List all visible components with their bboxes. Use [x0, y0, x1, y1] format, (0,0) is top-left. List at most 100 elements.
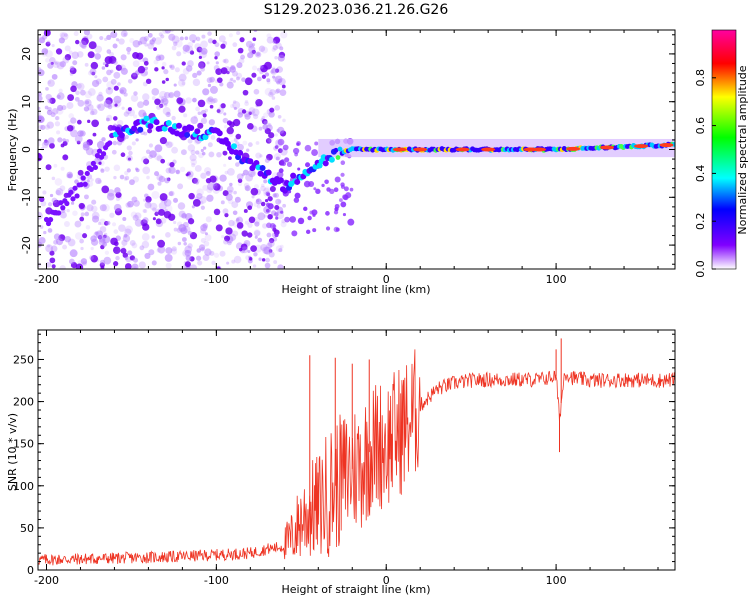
noise-speckle — [264, 158, 270, 163]
noise-speckle — [125, 225, 133, 234]
noise-speckle — [192, 97, 197, 103]
noise-speckle — [269, 185, 276, 192]
noise-speckle — [188, 192, 195, 200]
noise-speckle — [47, 106, 52, 112]
noise-speckle — [91, 215, 100, 223]
noise-speckle — [230, 77, 234, 81]
ridge-point — [43, 216, 50, 223]
noise-speckle — [228, 33, 233, 38]
noise-speckle — [220, 103, 226, 109]
noise-speckle — [223, 163, 227, 167]
noise-speckle — [195, 181, 199, 185]
noise-speckle — [84, 194, 89, 200]
noise-speckle — [151, 190, 160, 199]
noise-speckle — [242, 140, 248, 146]
ridge-point — [294, 178, 301, 185]
noise-speckle — [241, 173, 245, 177]
ridge-point — [333, 147, 339, 153]
noise-speckle — [198, 244, 206, 251]
noise-speckle — [99, 259, 106, 266]
noise-speckle — [186, 170, 194, 178]
y-tick-label: 100 — [13, 480, 34, 493]
noise-speckle — [137, 101, 145, 109]
noise-speckle — [258, 45, 266, 52]
noise-speckle — [185, 97, 192, 104]
noise-speckle — [100, 168, 105, 173]
noise-speckle — [171, 246, 177, 252]
noise-speckle — [236, 217, 240, 222]
noise-speckle — [224, 170, 229, 175]
noise-speckle — [241, 246, 249, 254]
noise-speckle — [216, 109, 221, 113]
noise-speckle — [131, 263, 139, 269]
ridge-point — [265, 169, 272, 176]
noise-speckle — [250, 245, 257, 252]
noise-speckle — [80, 212, 85, 217]
noise-speckle — [165, 141, 173, 149]
ridge-point — [88, 166, 94, 173]
noise-speckle — [263, 120, 268, 125]
noise-speckle — [153, 47, 157, 52]
noise-speckle — [76, 51, 84, 58]
noise-speckle — [160, 217, 167, 224]
noise-speckle — [173, 227, 178, 232]
noise-speckle — [127, 107, 132, 112]
noise-speckle — [231, 201, 239, 209]
noise-speckle — [79, 238, 84, 244]
noise-speckle — [102, 76, 109, 83]
noise-speckle — [91, 79, 100, 88]
noise-speckle — [99, 218, 107, 226]
noise-speckle — [237, 143, 244, 151]
noise-speckle — [187, 138, 193, 144]
noise-speckle — [151, 37, 157, 42]
noise-speckle — [274, 105, 281, 111]
noise-speckle — [70, 117, 77, 124]
noise-speckle — [200, 40, 208, 49]
noise-speckle — [99, 204, 107, 212]
noise-speckle — [268, 237, 275, 244]
noise-speckle — [189, 154, 197, 162]
x-tick-label: 100 — [546, 574, 567, 587]
noise-speckle — [245, 255, 251, 261]
noise-speckle — [232, 79, 236, 83]
noise-speckle — [131, 141, 136, 146]
noise-speckle — [128, 150, 133, 156]
noise-speckle — [47, 98, 53, 104]
ridge-point — [118, 132, 125, 139]
noise-speckle — [126, 145, 132, 151]
noise-speckle — [132, 60, 140, 68]
snr-xlabel: Height of straight line (km) — [281, 583, 430, 596]
noise-speckle — [55, 48, 63, 55]
noise-speckle — [89, 110, 95, 116]
noise-speckle — [190, 158, 198, 166]
ridge-point — [237, 149, 244, 156]
noise-speckle — [173, 90, 181, 98]
noise-speckle — [270, 70, 274, 74]
noise-speckle — [223, 125, 228, 129]
noise-speckle — [266, 80, 271, 85]
noise-speckle — [171, 115, 176, 121]
noise-speckle — [196, 188, 204, 196]
noise-speckle — [56, 107, 64, 115]
noise-speckle — [253, 88, 260, 95]
y-tick-label: 0 — [27, 564, 34, 577]
hot-spot — [600, 145, 615, 150]
ridge-point — [202, 134, 209, 141]
snr-series-line — [38, 349, 675, 566]
ridge-point — [78, 182, 84, 188]
noise-speckle — [192, 97, 197, 103]
noise-speckle — [106, 34, 112, 40]
noise-speckle — [106, 114, 113, 122]
noise-speckle — [97, 179, 102, 184]
noise-speckle — [164, 204, 173, 213]
noise-speckle — [233, 138, 238, 142]
noise-speckle — [266, 78, 271, 83]
noise-speckle — [216, 107, 224, 115]
noise-speckle — [282, 118, 286, 123]
noise-speckle — [184, 249, 192, 257]
noise-speckle — [56, 130, 61, 135]
noise-speckle — [212, 181, 218, 187]
hot-spot — [634, 144, 649, 149]
noise-speckle — [104, 166, 110, 172]
noise-speckle — [129, 239, 136, 246]
